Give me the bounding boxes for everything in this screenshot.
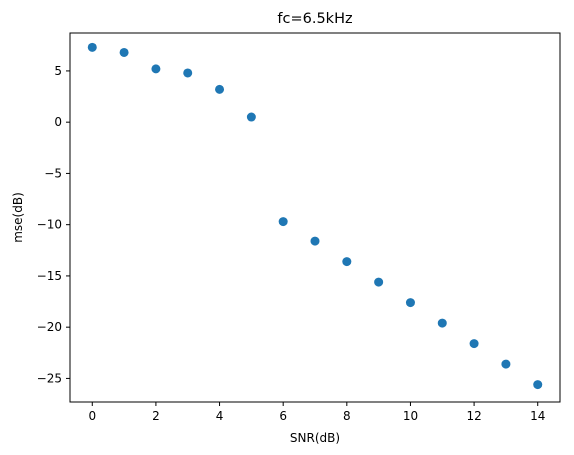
x-axis-ticks: 0 2 4 6 8 10 12 14 [88,402,545,423]
data-point [119,47,129,57]
y-tick-label: 5 [54,64,62,78]
x-axis-label: SNR(dB) [290,431,340,445]
data-points [87,42,543,390]
data-point [342,257,352,267]
x-tick-label: 10 [403,409,418,423]
y-tick-label: 0 [54,115,62,129]
y-tick-label: −15 [37,269,62,283]
chart-title: fc=6.5kHz [277,11,352,27]
data-point [374,277,384,287]
y-axis-label: mse(dB) [11,192,25,243]
data-point [437,318,447,328]
x-tick-label: 8 [343,409,351,423]
data-point [87,42,97,52]
y-tick-label: −5 [44,166,62,180]
plot-frame [69,32,561,403]
x-tick-label: 6 [279,409,287,423]
x-tick-label: 2 [152,409,160,423]
data-point [278,217,288,227]
data-point [533,380,543,390]
data-point [246,112,256,122]
data-point [501,359,511,369]
x-tick-label: 0 [88,409,96,423]
data-point [183,68,193,78]
x-tick-label: 14 [530,409,545,423]
x-tick-label: 4 [216,409,224,423]
data-point [310,236,320,246]
y-tick-label: −10 [37,218,62,232]
data-point [405,298,415,308]
y-axis-ticks: 5 0 −5 −10 −15 −20 −25 [37,64,70,385]
y-tick-label: −20 [37,320,62,334]
data-point [469,339,479,349]
data-point [151,64,161,74]
data-point [215,84,225,94]
y-tick-label: −25 [37,371,62,385]
x-tick-label: 12 [466,409,481,423]
